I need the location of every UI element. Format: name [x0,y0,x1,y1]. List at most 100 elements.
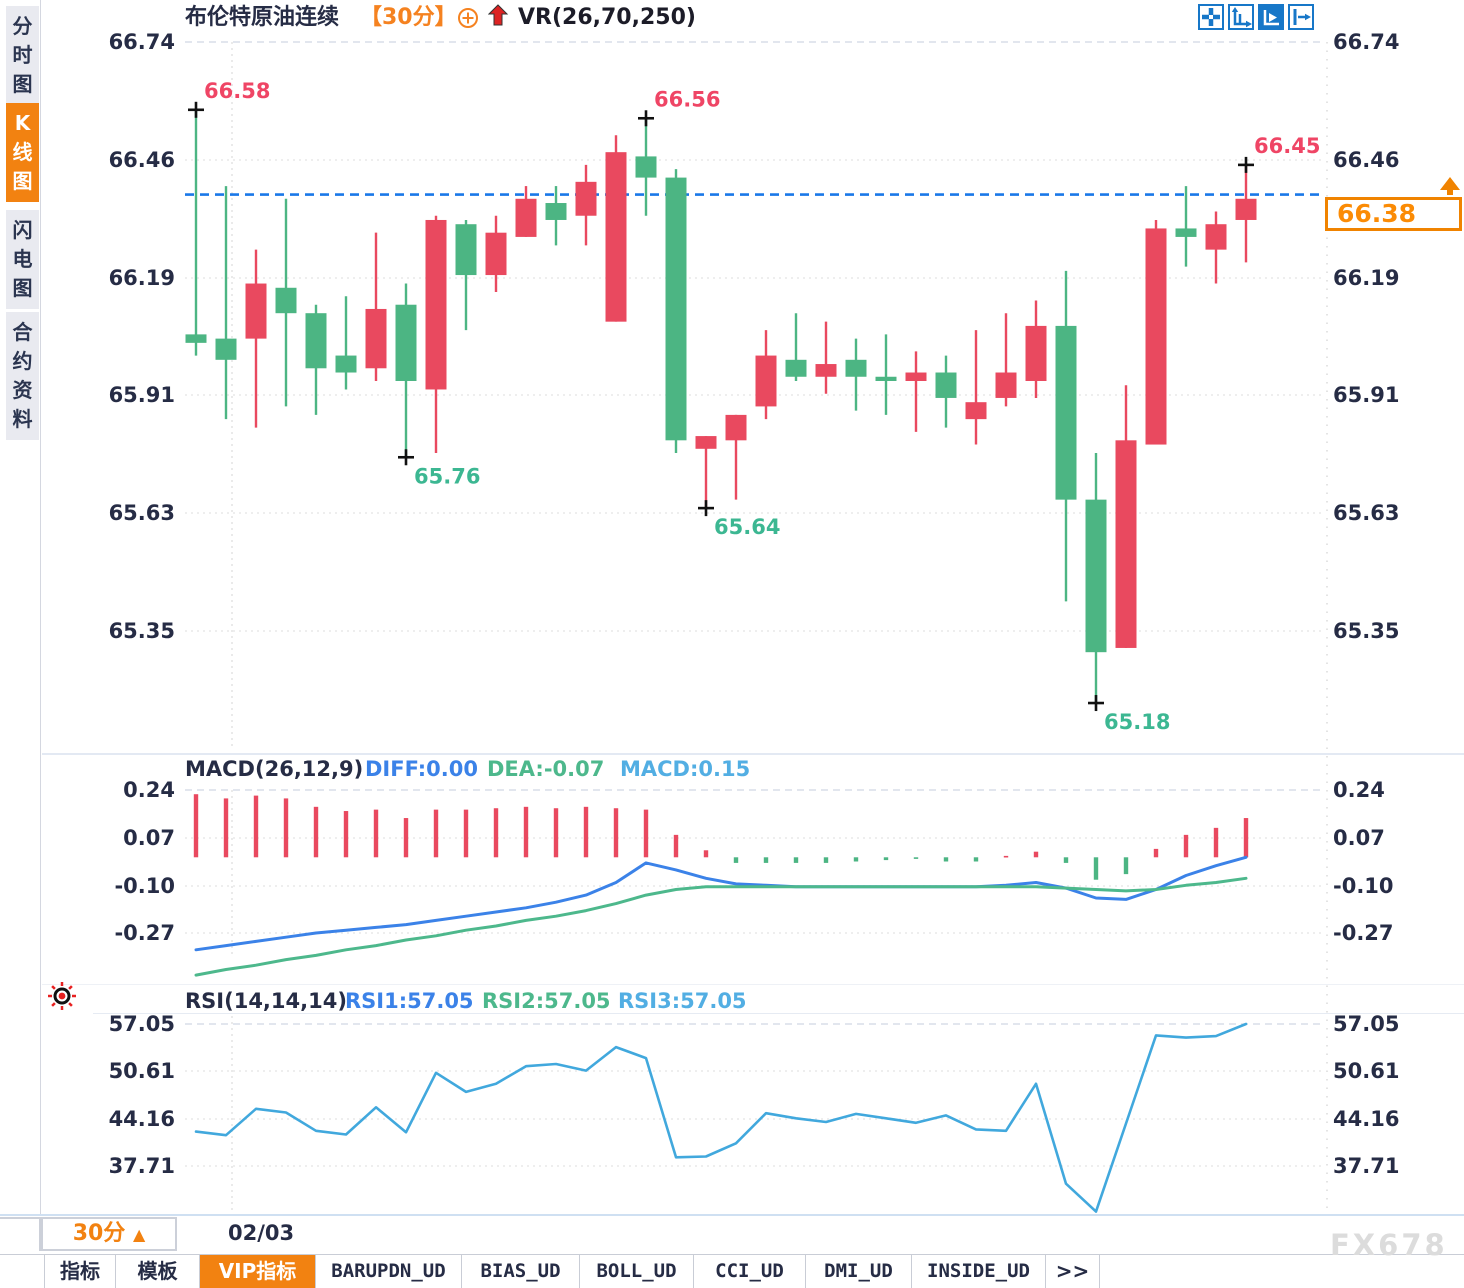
y-axis-tick: -0.10 [114,874,175,898]
macd-histogram-bar [793,857,799,863]
candle-body [905,372,927,381]
candle-body [215,338,237,360]
sidebar-item-time-chart[interactable]: 分时图 [6,6,39,105]
tab-more[interactable]: >> [1046,1255,1100,1288]
pane-divider [93,1013,1464,1014]
macd-histogram-bar [193,794,199,858]
macd-histogram-bar [673,834,679,858]
y-axis-tick: 65.63 [1333,501,1400,525]
candle-body [1205,224,1227,250]
tab-cci-ud[interactable]: CCI_UD [694,1255,806,1288]
price-marker-label: 65.18 [1104,710,1170,734]
tab-template[interactable]: 模板 [116,1255,200,1288]
move-icon[interactable] [1198,4,1224,30]
y-axis-tick: 65.35 [1333,619,1400,643]
macd-histogram-bar [883,857,889,861]
y-axis-tick: 66.19 [108,266,175,290]
macd-histogram-bar [433,809,439,858]
tab-vip-indicator[interactable]: VIP指标 [200,1255,316,1288]
macd-dea-line [194,876,1248,977]
y-axis-tick: 66.46 [108,148,175,172]
tab-boll-ud[interactable]: BOLL_UD [580,1255,694,1288]
macd-histogram-bar [283,798,289,858]
macd-histogram-bar [943,857,949,862]
macd-histogram-bar [1093,857,1099,880]
add-indicator-icon[interactable] [457,7,479,29]
y-axis-tick: 37.71 [1333,1154,1400,1178]
candle-body [935,372,957,398]
period-label: 30分 [72,1221,126,1246]
candle-body [1235,198,1257,220]
y-axis-tick: 44.16 [108,1107,175,1131]
sidebar-item-flash-chart[interactable]: 闪电图 [6,210,39,309]
y-axis-tick: 65.35 [108,619,175,643]
macd-histogram-bar [1003,855,1009,858]
tab-indicator[interactable]: 指标 [44,1255,116,1288]
y-axis-tick: 0.07 [123,826,175,850]
rsi3-value: RSI3:57.05 [618,989,747,1013]
candle-body [1145,228,1167,445]
alert-sun-icon[interactable] [44,978,80,1014]
price-marker-label: 66.58 [204,79,270,103]
y-axis-tick: 65.91 [108,383,175,407]
pane-divider [42,984,1464,985]
candle-body [305,313,327,369]
tab-inside-ud[interactable]: INSIDE_UD [912,1255,1046,1288]
macd-histogram-bar [973,857,979,862]
candle-body [875,376,897,381]
y-axis-tick: 37.71 [108,1154,175,1178]
y-axis-tick: 66.46 [1333,148,1400,172]
y-axis-tick: 0.24 [1333,778,1385,802]
period-dropdown-button[interactable]: 30分 ▲ [41,1217,177,1251]
candle-body [1055,325,1077,500]
candle-body [1115,440,1137,648]
price-marker-label: 66.45 [1254,134,1320,158]
price-alert-arrow-icon [1440,177,1460,195]
macd-histogram-bar [343,811,349,858]
candle-body [635,156,657,178]
overlay-indicator-label: VR(26,70,250) [518,5,696,30]
tab-dmi-ud[interactable]: DMI_UD [806,1255,912,1288]
candle-body [785,359,807,377]
candle-body [365,308,387,369]
macd-histogram-bar [553,808,559,858]
pane-exit-icon[interactable] [1288,4,1314,30]
macd-dea-value: DEA:-0.07 [487,757,605,781]
candle-body [245,283,267,339]
period-badge[interactable]: 【30分】 [360,5,457,30]
macd-histogram-bar [1183,834,1189,858]
y-axis-tick: 66.19 [1333,266,1400,290]
corner-box [0,1217,41,1251]
tab-bias-ud[interactable]: BIAS_UD [462,1255,580,1288]
macd-histogram-bar [583,806,589,858]
macd-histogram-bar [1213,827,1219,858]
macd-histogram-bar [913,857,919,859]
candle-body [485,232,507,276]
macd-histogram-bar [703,850,709,858]
candle-body [845,359,867,377]
candle-body [815,364,837,377]
price-marker-label: 66.56 [654,87,720,111]
y-axis-tick: 44.16 [1333,1107,1400,1131]
candle-body [515,198,537,237]
axis-scale-icon[interactable] [1228,4,1254,30]
y-axis-tick: 66.74 [108,30,175,54]
candle-body [1085,499,1107,653]
macd-diff-value: DIFF:0.00 [365,757,478,781]
candle-body [695,436,717,449]
rsi-line [194,1022,1248,1213]
candle-body [395,304,417,381]
rsi1-value: RSI1:57.05 [345,989,474,1013]
candle-body [755,355,777,407]
sidebar-item-kline-chart[interactable]: K线图 [6,103,39,202]
macd-histogram-bar [733,857,739,863]
y-axis-tick: 65.63 [108,501,175,525]
y-axis-tick: -0.27 [114,921,175,945]
y-axis-tick: -0.27 [1333,921,1394,945]
tab-barupdn-ud[interactable]: BARUPDN_UD [316,1255,462,1288]
period-dropdown-arrow-icon: ▲ [132,1225,146,1244]
sidebar-item-contract-info[interactable]: 合约资料 [6,312,39,440]
candle-body [455,224,477,276]
axis-play-icon[interactable] [1258,4,1284,30]
